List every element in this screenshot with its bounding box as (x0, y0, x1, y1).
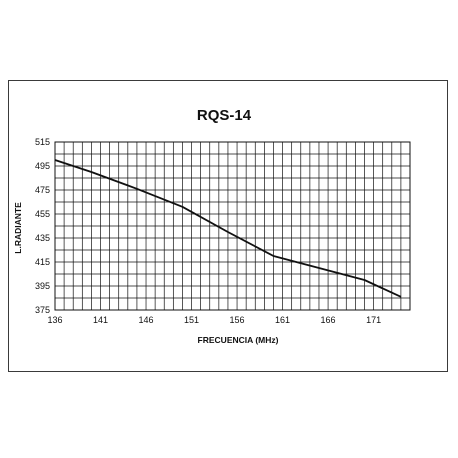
x-tick-label: 141 (93, 315, 108, 325)
series-line (54, 159, 402, 298)
y-tick-label: 435 (35, 233, 50, 243)
y-tick-label: 495 (35, 161, 50, 171)
plot-border (54, 141, 411, 311)
y-tick-label: 375 (35, 305, 50, 315)
y-axis-ticks: 375 395 415 435 455 475 495 515 (35, 137, 50, 315)
x-tick-label: 161 (275, 315, 290, 325)
x-axis-ticks: 136 141 146 151 156 161 166 171 (47, 315, 381, 325)
y-tick-label: 455 (35, 209, 50, 219)
x-tick-label: 136 (47, 315, 62, 325)
x-tick-label: 151 (184, 315, 199, 325)
x-tick-label: 171 (366, 315, 381, 325)
y-tick-label: 415 (35, 257, 50, 267)
x-axis-label: FRECUENCIA (MHz) (198, 335, 279, 345)
y-tick-label: 395 (35, 281, 50, 291)
grid (55, 142, 410, 310)
series-group (54, 159, 402, 298)
chart-title: RQS-14 (197, 107, 252, 124)
x-tick-label: 166 (321, 315, 336, 325)
y-tick-label: 515 (35, 137, 50, 147)
y-tick-label: 475 (35, 185, 50, 195)
y-axis-label: L.RADIANTE (13, 202, 23, 254)
x-tick-label: 146 (139, 315, 154, 325)
x-tick-label: 156 (230, 315, 245, 325)
